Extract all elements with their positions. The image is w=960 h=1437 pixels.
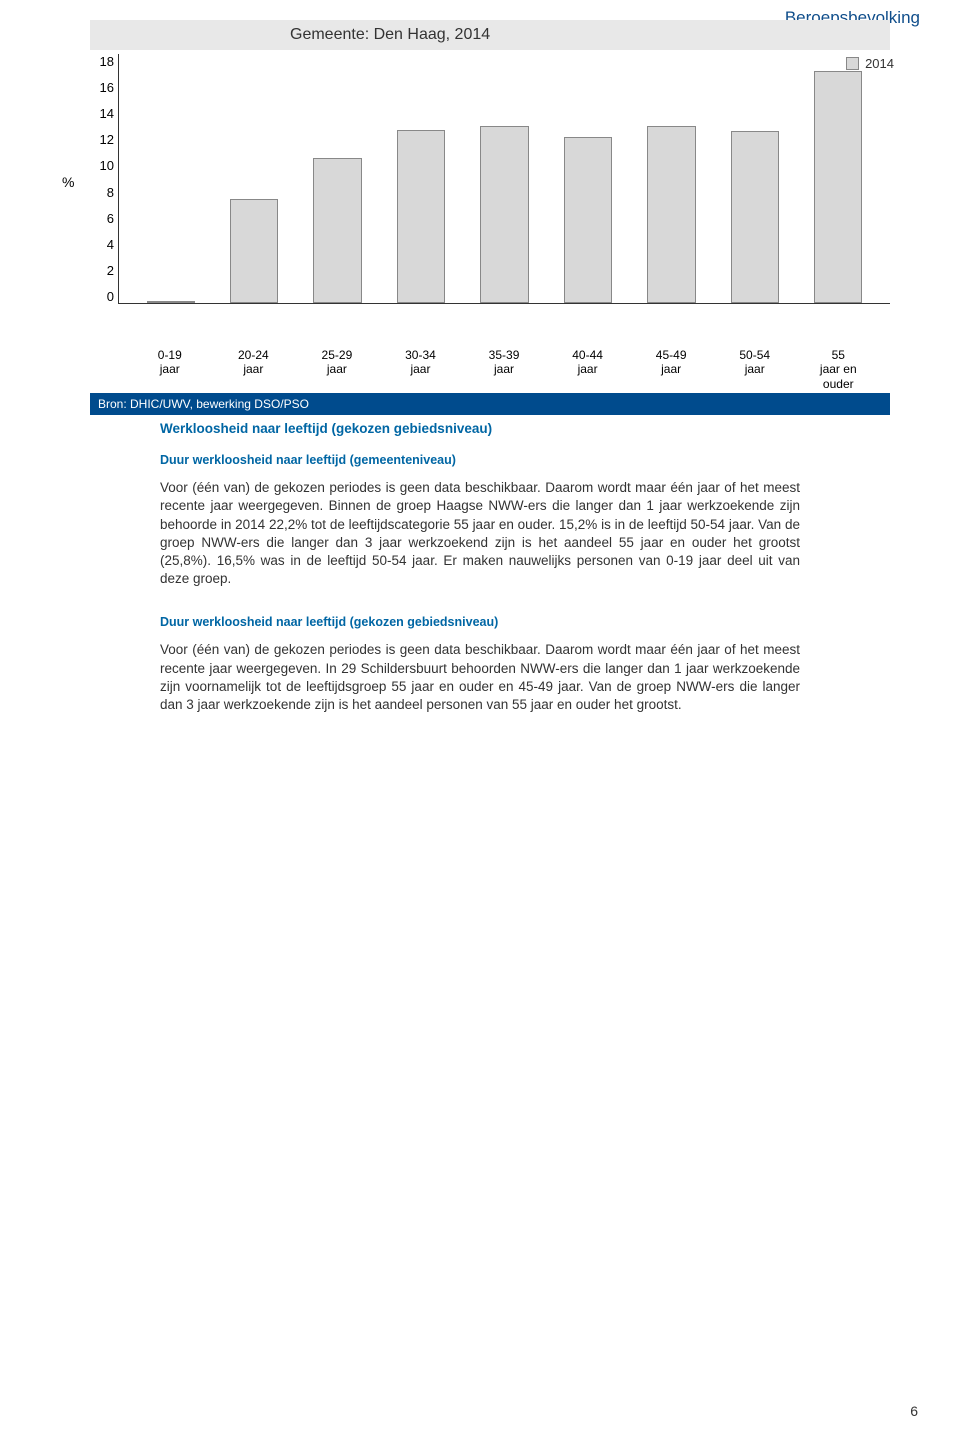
bar-slot [797, 54, 880, 303]
legend-swatch [846, 57, 859, 70]
paragraph-1: Voor (één van) de gekozen periodes is ge… [160, 479, 800, 588]
subheading-1: Duur werkloosheid naar leeftijd (gemeent… [160, 452, 800, 469]
bar [564, 137, 612, 303]
x-label: 50-54jaar [713, 348, 797, 391]
bar [313, 158, 361, 303]
x-label: 25-29jaar [295, 348, 379, 391]
bar-slot [713, 54, 796, 303]
chart-area: % 181614121086420 2014 [90, 54, 890, 344]
bar-slot [546, 54, 629, 303]
heading-main: Werkloosheid naar leeftijd (gekozen gebi… [160, 420, 800, 438]
bar [647, 126, 695, 303]
x-label: 35-39jaar [462, 348, 546, 391]
legend-label: 2014 [865, 56, 894, 71]
y-tick: 12 [90, 132, 114, 147]
chart-legend: 2014 [846, 56, 894, 71]
x-label: 55jaar enouder [797, 348, 881, 391]
bar-slot [212, 54, 295, 303]
chart-plot [118, 54, 890, 304]
bar [230, 199, 278, 303]
y-tick: 6 [90, 211, 114, 226]
y-axis-label: % [62, 174, 74, 190]
x-label: 40-44jaar [546, 348, 630, 391]
y-tick: 0 [90, 289, 114, 304]
y-tick: 16 [90, 80, 114, 95]
chart-title: Gemeente: Den Haag, 2014 [90, 20, 890, 50]
bar-slot [296, 54, 379, 303]
bar [397, 130, 445, 303]
x-label: 20-24jaar [212, 348, 296, 391]
bar-slot [129, 54, 212, 303]
bar [731, 131, 779, 303]
chart-source: Bron: DHIC/UWV, bewerking DSO/PSO [90, 393, 890, 415]
bar-slot [463, 54, 546, 303]
x-label: 30-34jaar [379, 348, 463, 391]
x-label: 0-19jaar [128, 348, 212, 391]
paragraph-2: Voor (één van) de gekozen periodes is ge… [160, 641, 800, 714]
y-tick: 14 [90, 106, 114, 121]
bar [814, 71, 862, 303]
body-content: Werkloosheid naar leeftijd (gekozen gebi… [160, 420, 800, 740]
y-tick: 8 [90, 185, 114, 200]
bar [147, 301, 195, 303]
y-tick: 10 [90, 158, 114, 173]
bar-slot [630, 54, 713, 303]
bar [480, 126, 528, 303]
x-axis-labels: 0-19jaar20-24jaar25-29jaar30-34jaar35-39… [118, 344, 890, 391]
subheading-2: Duur werkloosheid naar leeftijd (gekozen… [160, 614, 800, 631]
x-label: 45-49jaar [629, 348, 713, 391]
page-number: 6 [910, 1403, 918, 1419]
y-tick: 18 [90, 54, 114, 69]
chart-container: Gemeente: Den Haag, 2014 % 1816141210864… [90, 20, 890, 415]
bar-slot [379, 54, 462, 303]
y-tick: 2 [90, 263, 114, 278]
y-axis: 18 16 14 12 10 8 6 4 2 0 [90, 54, 118, 304]
y-tick: 4 [90, 237, 114, 252]
